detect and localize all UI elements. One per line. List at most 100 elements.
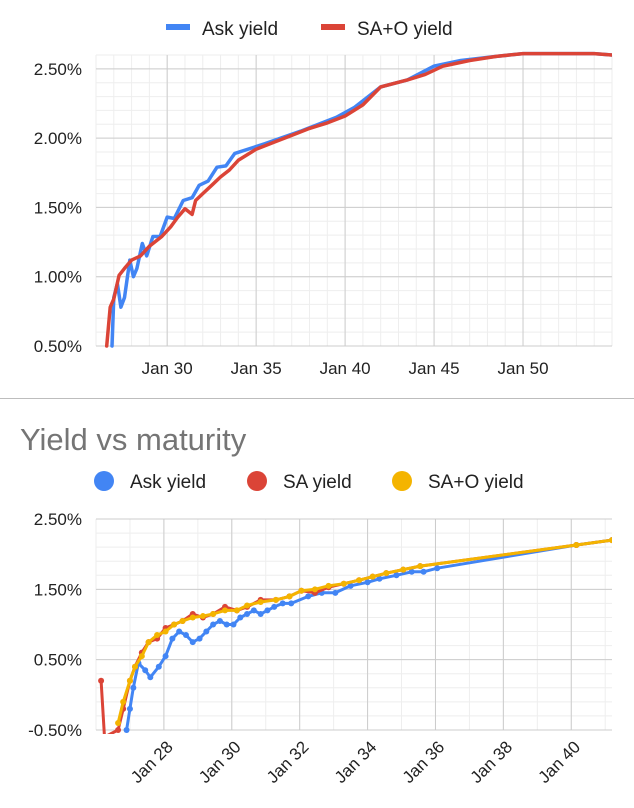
legend-swatch-ask-yield <box>166 24 190 30</box>
data-point-sapluso-yield <box>115 719 122 726</box>
y-tick-label: 2.50% <box>34 510 82 529</box>
x-tick-label: Jan 35 <box>231 359 282 378</box>
data-point-ask-yield <box>305 593 312 600</box>
data-point-sapluso-yield <box>257 598 264 605</box>
series-line-ask-yield <box>110 51 612 348</box>
data-point-ask-yield <box>189 639 196 646</box>
data-point-sapluso-yield <box>132 663 139 670</box>
data-point-ask-yield <box>196 635 203 642</box>
data-point-ask-yield <box>126 705 133 712</box>
data-point-ask-yield <box>264 607 271 614</box>
data-point-ask-yield <box>347 582 354 589</box>
x-tick-label: Jan 28 <box>127 737 177 787</box>
x-tick-label: Jan 30 <box>142 359 193 378</box>
legend-label-ask-yield: Ask yield <box>130 472 206 493</box>
y-tick-label: 0.50% <box>34 337 82 356</box>
data-point-sapluso-yield <box>171 621 178 628</box>
chart-1-gridlines <box>95 54 613 347</box>
x-tick-label: Jan 50 <box>498 359 549 378</box>
chart-yield-vs-maturity: Yield vs maturity Ask yield SA yield SA+… <box>0 400 634 803</box>
legend-swatch-sa-yield <box>247 471 267 491</box>
chart-1-svg: Ask yield SA+O yield 0.50% 1.00% 1.50% 2.00… <box>34 19 613 378</box>
x-tick-label: Jan 30 <box>195 737 245 787</box>
series-line-sapluso-yield <box>104 51 612 348</box>
data-point-ask-yield <box>230 621 237 628</box>
y-tick-label: 1.50% <box>34 198 82 217</box>
data-point-ask-yield <box>130 684 137 691</box>
data-point-sa-yield <box>98 677 105 684</box>
data-point-sapluso-yield <box>233 607 240 614</box>
data-point-sapluso-yield <box>189 614 196 621</box>
data-point-ask-yield <box>216 617 223 624</box>
x-tick-label: Jan 36 <box>399 737 449 787</box>
data-point-sapluso-yield <box>340 580 347 587</box>
chart-ask-vs-sao-yield: Ask yield SA+O yield 0.50% 1.00% 1.50% 2.00… <box>0 0 634 398</box>
data-point-sapluso-yield <box>325 582 332 589</box>
data-point-ask-yield <box>210 621 217 628</box>
data-point-ask-yield <box>223 621 230 628</box>
data-point-ask-yield <box>376 575 383 582</box>
legend-swatch-ask-yield <box>94 471 114 491</box>
legend-label-ask-yield: Ask yield <box>202 19 278 40</box>
data-point-sapluso-yield <box>145 639 152 646</box>
data-point-ask-yield <box>155 663 162 670</box>
y-tick-label: 2.00% <box>34 129 82 148</box>
legend-label-sa-yield: SA yield <box>283 472 352 493</box>
chart-1-x-axis: Jan 30 Jan 35 Jan 40 Jan 45 Jan 50 <box>142 359 549 378</box>
chart-2-y-axis: -0.50% 0.50% 1.50% 2.50% <box>28 510 82 740</box>
chart-1-legend: Ask yield SA+O yield <box>166 19 453 40</box>
chart-2-legend: Ask yield SA yield SA+O yield <box>94 471 524 493</box>
data-point-sapluso-yield <box>120 698 127 705</box>
data-point-ask-yield <box>364 579 371 586</box>
data-point-sapluso-yield <box>311 586 318 593</box>
data-point-ask-yield <box>162 653 169 660</box>
y-tick-label: 2.50% <box>34 60 82 79</box>
data-point-sapluso-yield <box>417 563 424 570</box>
data-point-ask-yield <box>182 632 189 639</box>
chart-2-svg: Yield vs maturity Ask yield SA yield SA+… <box>20 422 612 787</box>
panel-divider <box>0 398 634 399</box>
data-point-ask-yield <box>237 614 244 621</box>
data-point-ask-yield <box>203 628 210 635</box>
data-point-ask-yield <box>332 589 339 596</box>
y-tick-label: 1.00% <box>34 268 82 287</box>
data-point-sapluso-yield <box>272 596 279 603</box>
data-point-sapluso-yield <box>199 613 206 620</box>
legend-label-sao-yield: SA+O yield <box>428 472 524 493</box>
data-point-ask-yield <box>244 610 251 617</box>
data-point-sapluso-yield <box>298 587 305 594</box>
data-point-ask-yield <box>279 600 286 607</box>
data-point-sapluso-yield <box>126 677 133 684</box>
data-point-sapluso-yield <box>400 566 407 573</box>
x-tick-label: Jan 32 <box>263 737 313 787</box>
data-point-sapluso-yield <box>609 537 612 544</box>
y-tick-label: -0.50% <box>28 721 82 740</box>
legend-swatch-sao-yield <box>321 24 345 30</box>
data-point-ask-yield <box>176 628 183 635</box>
data-point-ask-yield <box>257 610 264 617</box>
data-point-ask-yield <box>434 565 441 572</box>
chart-1-series <box>104 51 612 348</box>
chart-1-y-axis: 0.50% 1.00% 1.50% 2.00% 2.50% <box>34 60 82 356</box>
data-point-ask-yield <box>288 600 295 607</box>
data-point-ask-yield <box>408 568 415 575</box>
data-point-sa-yield <box>115 727 122 733</box>
data-point-ask-yield <box>142 667 149 674</box>
chart-2-series <box>98 537 612 734</box>
chart-2-x-axis: Jan 28 Jan 30 Jan 32 Jan 34 Jan 36 Jan 38 Jan … <box>127 737 584 787</box>
data-point-sapluso-yield <box>369 573 376 580</box>
chart-2-gridlines <box>95 518 612 731</box>
data-point-sapluso-yield <box>179 617 186 624</box>
chart-title: Yield vs maturity <box>20 422 247 457</box>
series-line-sa-yield <box>99 538 612 734</box>
x-tick-label: Jan 34 <box>331 737 381 787</box>
x-tick-label: Jan 40 <box>320 359 371 378</box>
x-tick-label: Jan 40 <box>535 737 585 787</box>
data-point-ask-yield <box>420 568 427 575</box>
data-point-sapluso-yield <box>244 602 251 609</box>
y-tick-label: 1.50% <box>34 580 82 599</box>
data-point-sapluso-yield <box>154 632 161 639</box>
data-point-sapluso-yield <box>210 610 217 617</box>
x-tick-label: Jan 45 <box>409 359 460 378</box>
data-point-ask-yield <box>147 674 154 681</box>
